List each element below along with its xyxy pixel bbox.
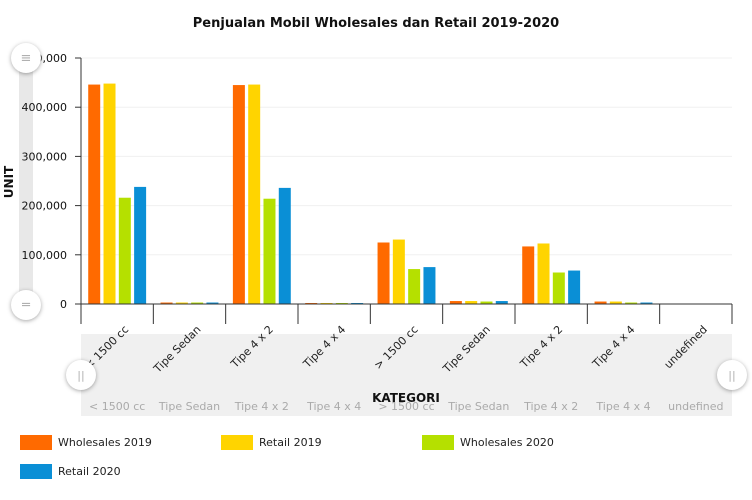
y-zoom-top-handle[interactable]: ≡ [11,43,41,73]
legend-label: Wholesales 2020 [460,436,554,449]
navigator-label: Tipe Sedan [158,400,220,413]
navigator-label: Tipe Sedan [447,400,509,413]
navigator-label: Tipe 4 x 2 [234,400,289,413]
bar[interactable] [449,301,462,304]
bar[interactable] [175,302,188,304]
chart-title: Penjualan Mobil Wholesales dan Retail 20… [193,16,559,31]
legend-label: Retail 2019 [259,436,322,449]
legend-swatch [221,435,253,450]
bar[interactable] [118,197,131,304]
legend-item[interactable]: Retail 2020 [20,464,121,479]
legend-item[interactable]: Wholesales 2020 [422,435,554,450]
y-tick-label: 300,000 [22,150,68,163]
navigator-label: Tipe 4 x 2 [523,400,578,413]
bar[interactable] [594,301,607,304]
grip-icon: ≡ [20,50,32,66]
legend-label: Retail 2020 [58,465,121,478]
bar[interactable] [495,301,508,304]
bar[interactable] [88,84,101,305]
legend-item[interactable]: Retail 2019 [221,435,322,450]
x-navigator[interactable]: < 1500 cc Tipe Sedan Tipe 4 x 2 Tipe 4 x 4 >… [81,334,732,416]
bar[interactable] [392,239,405,304]
bar[interactable] [206,302,219,304]
bar[interactable] [465,301,478,304]
bar[interactable] [423,267,436,304]
bar[interactable] [103,83,116,304]
legend-swatch [20,464,52,479]
bar[interactable] [263,198,276,304]
legend-swatch [422,435,454,450]
navigator-label: undefined [668,400,723,413]
y-tick-label: 400,000 [22,101,68,114]
grip-icon: || [77,368,85,382]
bar[interactable] [377,242,390,305]
x-axis-label: KATEGORI [372,391,440,405]
y-zoom-slider-track[interactable] [19,58,33,304]
navigator-label: > 1500 cc [378,400,434,413]
gridlines [81,57,732,256]
bar[interactable] [134,186,147,304]
navigator-label: Tipe 4 x 4 [306,400,361,413]
grip-icon: || [728,368,736,382]
navigator-label: Tipe 4 x 4 [595,400,650,413]
bar[interactable] [278,187,291,304]
bar[interactable] [480,301,493,304]
bar[interactable] [537,243,550,304]
y-tick-label: 200,000 [22,200,68,213]
bar[interactable] [609,301,622,304]
bar[interactable] [522,246,535,304]
bar[interactable] [552,272,565,304]
bar[interactable] [191,302,204,304]
bar[interactable] [160,302,173,304]
y-zoom-bottom-handle[interactable]: ═ [11,290,41,320]
bar[interactable] [568,270,581,304]
y-axis-label: UNIT [2,165,16,198]
y-tick-label: 0 [60,298,67,311]
bar[interactable] [625,302,638,304]
scroll-right-handle[interactable]: || [717,360,747,390]
slider-track-bar[interactable] [19,58,33,304]
legend-item[interactable]: Wholesales 2019 [20,435,152,450]
bars [88,83,653,305]
bar[interactable] [232,85,245,304]
navigator-label: < 1500 cc [89,400,145,413]
bar[interactable] [640,302,653,304]
bar-chart: Penjualan Mobil Wholesales dan Retail 20… [2,16,733,416]
bar[interactable] [248,84,261,305]
grip-icon: ═ [22,297,30,313]
legend-swatch [20,435,52,450]
scroll-left-handle[interactable]: || [66,360,96,390]
legend-label: Wholesales 2019 [58,436,152,449]
legend: Wholesales 2019 Retail 2019 Wholesales 202… [0,432,752,492]
navigator-band[interactable] [81,334,732,416]
bar[interactable] [408,269,421,304]
y-tick-label: 100,000 [22,249,68,262]
axes [75,57,733,324]
